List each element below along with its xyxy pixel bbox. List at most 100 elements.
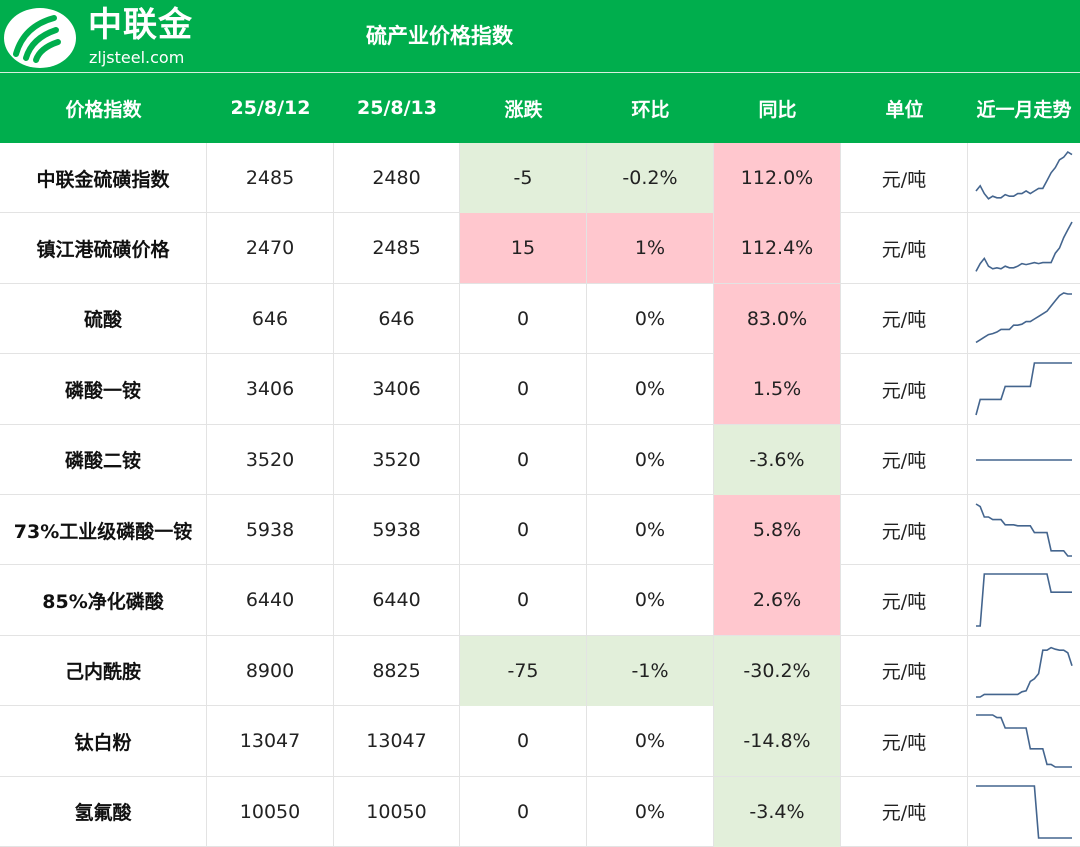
cell-yoy: -3.4%: [714, 776, 841, 847]
header-index-name: 价格指数: [65, 98, 142, 121]
sparkline-chart: [975, 150, 1073, 200]
brand-logo: 中联金 zljsteel.com: [0, 0, 210, 72]
cell-name: 中联金硫磺指数: [0, 143, 207, 213]
cell-date-1: 2485: [207, 143, 334, 213]
cell-date-2: 3406: [334, 354, 460, 425]
cell-yoy: 112.0%: [714, 143, 841, 213]
cell-unit: 元/吨: [841, 565, 968, 636]
cell-change: -5: [460, 143, 587, 213]
cell-date-2: 6440: [334, 565, 460, 636]
sparkline-chart: [975, 222, 1073, 273]
sparkline-chart: [976, 784, 1072, 839]
cell-date-1: 3520: [207, 424, 334, 495]
cell-name: 钛白粉: [0, 706, 207, 777]
cell-mom: 0%: [587, 283, 714, 354]
cell-date-1: 2470: [207, 213, 334, 284]
cell-unit: 元/吨: [841, 776, 968, 847]
cell-yoy: 1.5%: [714, 354, 841, 425]
logo-mark-icon: [4, 8, 76, 68]
table-row: 73%工业级磷酸一铵 5938 5938 0 0% 5.8% 元/吨: [0, 495, 1080, 566]
cell-name: 73%工业级磷酸一铵: [0, 495, 207, 565]
cell-date-2: 10050: [334, 776, 460, 847]
table-row: 氢氟酸 10050 10050 0 0% -3.4% 元/吨: [0, 776, 1080, 847]
cell-date-1: 8900: [207, 635, 334, 706]
page-title: 硫产业价格指数: [366, 24, 513, 48]
cell-trend: [968, 143, 1080, 213]
sparkline-line: [976, 646, 1073, 698]
cell-name: 85%净化磷酸: [0, 565, 207, 636]
cell-trend: [968, 777, 1080, 847]
cell-name: 磷酸二铵: [0, 424, 207, 495]
cell-mom: 0%: [587, 776, 714, 847]
sparkline-line: [975, 503, 1072, 557]
sparkline-chart: [975, 362, 1072, 416]
cell-date-1: 646: [207, 283, 334, 354]
cell-date-2: 8825: [334, 635, 460, 706]
cell-unit: 元/吨: [841, 424, 968, 495]
sparkline-chart: [976, 646, 1073, 698]
cell-date-2: 646: [334, 283, 460, 354]
cell-mom: 0%: [587, 565, 714, 636]
table-row: 己内酰胺 8900 8825 -75 -1% -30.2% 元/吨: [0, 635, 1080, 707]
table-row: 镇江港硫磺价格 2470 2485 15 1% 112.4% 元/吨: [0, 213, 1080, 284]
cell-date-1: 3406: [207, 354, 334, 425]
sparkline-chart: [976, 573, 1072, 628]
cell-yoy: -3.6%: [714, 424, 841, 495]
cell-change: 0: [460, 776, 587, 847]
cell-date-2: 13047: [334, 706, 460, 777]
cell-yoy: 2.6%: [714, 565, 841, 636]
header-yoy: 同比: [758, 98, 797, 121]
cell-trend: [968, 354, 1080, 424]
cell-trend: [968, 425, 1080, 495]
cell-yoy: 112.4%: [714, 213, 841, 284]
cell-unit: 元/吨: [841, 635, 968, 706]
table-row: 磷酸一铵 3406 3406 0 0% 1.5% 元/吨: [0, 354, 1080, 425]
table-header: 价格指数 25/8/12 25/8/13 涨跌 环比 同比 单位 近一月走势: [0, 72, 1080, 143]
cell-date-2: 3520: [334, 424, 460, 495]
cell-change: 0: [460, 565, 587, 636]
cell-date-1: 5938: [207, 495, 334, 565]
brand-url: zljsteel.com: [89, 48, 185, 67]
cell-unit: 元/吨: [841, 495, 968, 565]
sparkline-line: [975, 222, 1073, 273]
cell-trend: [968, 284, 1080, 354]
cell-unit: 元/吨: [841, 706, 968, 777]
header-trend: 近一月走势: [976, 98, 1072, 121]
sparkline-chart: [975, 291, 1072, 343]
cell-yoy: -30.2%: [714, 635, 841, 706]
cell-mom: 0%: [587, 354, 714, 425]
cell-date-2: 2485: [334, 213, 460, 284]
sparkline-line: [976, 573, 1072, 628]
cell-mom: -1%: [587, 635, 714, 706]
cell-change: 0: [460, 495, 587, 565]
table-row: 磷酸二铵 3520 3520 0 0% -3.6% 元/吨: [0, 424, 1080, 495]
cell-change: 15: [460, 213, 587, 284]
cell-change: 0: [460, 354, 587, 425]
cell-name: 氢氟酸: [0, 776, 207, 847]
cell-unit: 元/吨: [841, 143, 968, 213]
sparkline-line: [975, 150, 1073, 200]
cell-unit: 元/吨: [841, 283, 968, 354]
cell-mom: 0%: [587, 424, 714, 495]
table-row: 中联金硫磺指数 2485 2480 -5 -0.2% 112.0% 元/吨: [0, 143, 1080, 214]
sparkline-chart: [976, 458, 1072, 461]
cell-date-1: 6440: [207, 565, 334, 636]
table-row: 钛白粉 13047 13047 0 0% -14.8% 元/吨: [0, 706, 1080, 777]
cell-mom: 0%: [587, 495, 714, 565]
cell-change: 0: [460, 424, 587, 495]
sparkline-line: [976, 784, 1072, 839]
cell-trend: [968, 565, 1080, 635]
cell-change: 0: [460, 706, 587, 777]
cell-trend: [968, 495, 1080, 565]
cell-trend: [968, 706, 1080, 776]
cell-change: 0: [460, 283, 587, 354]
cell-mom: 0%: [587, 706, 714, 777]
cell-mom: -0.2%: [587, 143, 714, 213]
cell-date-1: 10050: [207, 776, 334, 847]
cell-name: 己内酰胺: [0, 635, 207, 706]
table-row: 硫酸 646 646 0 0% 83.0% 元/吨: [0, 283, 1080, 355]
header-unit: 单位: [885, 98, 924, 121]
cell-yoy: 83.0%: [714, 283, 841, 354]
cell-name: 镇江港硫磺价格: [0, 213, 207, 284]
cell-unit: 元/吨: [841, 354, 968, 425]
